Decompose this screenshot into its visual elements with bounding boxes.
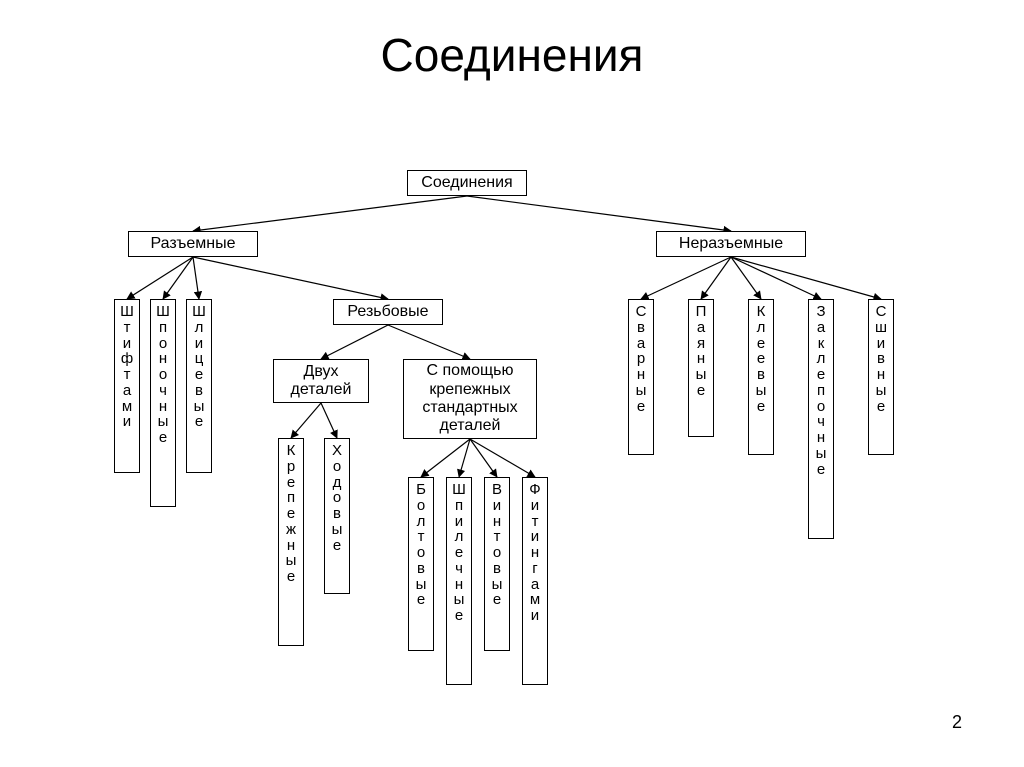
node-rezb: Резьбовые: [333, 299, 443, 325]
node-krep: Крепежные: [278, 438, 304, 646]
node-pay: Паяные: [688, 299, 714, 437]
node-perm: Неразъемные: [656, 231, 806, 257]
node-zakl: Заклепочные: [808, 299, 834, 539]
page-number: 2: [952, 712, 962, 733]
node-fit: Фитингами: [522, 477, 548, 685]
node-svar: Сварные: [628, 299, 654, 455]
node-shpon: Шпоночные: [150, 299, 176, 507]
node-hod: Ходовые: [324, 438, 350, 594]
node-spom: С помощью крепежных стандартных деталей: [403, 359, 537, 439]
node-detach: Разъемные: [128, 231, 258, 257]
node-vint: Винтовые: [484, 477, 510, 651]
node-shpil: Шпилечные: [446, 477, 472, 685]
node-shlic: Шлицевые: [186, 299, 212, 473]
page-title: Соединения: [0, 28, 1024, 82]
node-root: Соединения: [407, 170, 527, 196]
node-bolt: Болтовые: [408, 477, 434, 651]
node-klee: Клеевые: [748, 299, 774, 455]
node-shtift: Штифтами: [114, 299, 140, 473]
node-dvuh: Двух деталей: [273, 359, 369, 403]
node-sshiv: Сшивные: [868, 299, 894, 455]
